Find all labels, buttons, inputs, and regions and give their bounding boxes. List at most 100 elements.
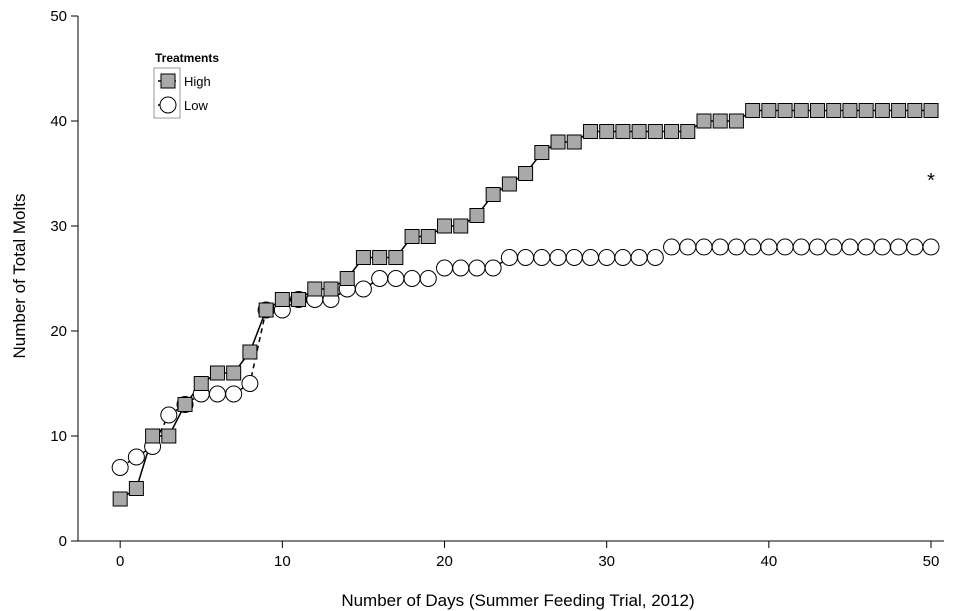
x-tick-label: 0: [116, 553, 124, 570]
legend-high-label: High: [184, 74, 211, 89]
low-point: [646, 249, 664, 266]
low-point: [760, 238, 778, 256]
y-tick-label: 0: [59, 533, 67, 550]
low-point: [111, 459, 129, 476]
high-point: [826, 103, 842, 118]
low-point: [127, 448, 145, 466]
x-axis-title: Number of Days (Summer Feeding Trial, 20…: [341, 591, 694, 610]
high-point: [501, 176, 517, 192]
high-point: [355, 250, 371, 265]
low-point: [452, 259, 470, 277]
y-tick-label: 50: [50, 8, 67, 25]
axes: 0 10 20 30 40 50 0 10 20 30 40 50: [50, 8, 944, 570]
low-point: [792, 238, 810, 256]
low-point: [565, 249, 583, 266]
high-point: [177, 397, 193, 412]
high-point: [339, 271, 355, 286]
low-point: [354, 280, 372, 298]
low-point: [809, 238, 827, 256]
high-point: [728, 113, 744, 129]
low-point: [857, 238, 875, 256]
low-point: [533, 249, 551, 266]
y-tick-label: 40: [50, 113, 67, 130]
x-tick-label: 20: [436, 553, 453, 570]
significance-asterisk: *: [927, 170, 935, 192]
high-point: [404, 229, 420, 244]
low-point: [630, 249, 648, 266]
high-point: [810, 103, 826, 118]
low-point: [371, 270, 389, 287]
series-line-low: [119, 246, 932, 469]
high-point: [582, 124, 598, 139]
x-tick-label: 30: [598, 553, 615, 570]
low-point: [663, 238, 681, 256]
low-point: [873, 238, 891, 256]
y-axis-title: Number of Total Molts: [10, 193, 29, 358]
high-point: [874, 103, 890, 118]
high-point: [647, 124, 663, 139]
high-point: [112, 491, 128, 507]
low-point: [727, 238, 745, 256]
high-point: [291, 292, 307, 307]
low-point: [922, 238, 940, 256]
high-point: [388, 250, 404, 265]
low-point: [241, 375, 259, 392]
low-point: [776, 238, 794, 256]
high-point: [226, 365, 242, 381]
legend-low-label: Low: [184, 98, 208, 113]
low-point: [225, 385, 243, 403]
low-point: [403, 270, 421, 287]
low-point: [468, 259, 486, 277]
low-point: [517, 249, 535, 266]
high-point: [680, 124, 696, 139]
high-point: [777, 103, 793, 118]
low-point: [906, 238, 924, 256]
legend-low-marker: [159, 96, 177, 114]
high-point: [453, 218, 469, 234]
low-point: [841, 238, 859, 256]
high-point: [696, 113, 712, 129]
low-point: [581, 249, 599, 266]
high-point: [858, 103, 874, 118]
low-point: [890, 238, 908, 256]
high-point: [128, 481, 144, 496]
y-tick-label: 20: [50, 323, 67, 340]
low-point: [500, 249, 518, 266]
high-point: [242, 344, 258, 360]
high-point: [307, 281, 323, 297]
high-point: [145, 428, 161, 444]
low-point: [695, 238, 713, 256]
high-point: [550, 134, 566, 150]
high-point: [258, 302, 274, 318]
legend-high-marker: [160, 73, 176, 89]
high-point: [437, 218, 453, 234]
high-point: [534, 145, 550, 160]
x-tick-label: 40: [761, 553, 778, 570]
high-point: [420, 229, 436, 244]
high-point: [615, 124, 631, 139]
low-point: [436, 259, 454, 277]
low-point: [711, 238, 729, 256]
y-tick-label: 30: [50, 218, 67, 235]
high-point: [793, 103, 809, 118]
legend-title: Treatments: [155, 51, 219, 65]
low-point: [484, 259, 502, 277]
x-tick-label: 50: [923, 553, 940, 570]
high-point: [566, 134, 582, 150]
high-point: [923, 103, 939, 118]
high-point: [274, 292, 290, 307]
low-point: [549, 249, 567, 266]
high-point: [631, 124, 647, 139]
high-point: [193, 376, 209, 391]
high-point: [761, 103, 777, 118]
low-point: [419, 270, 437, 287]
high-point: [712, 113, 728, 129]
low-point: [208, 385, 226, 403]
series-markers: [111, 103, 940, 507]
high-point: [372, 250, 388, 265]
high-point: [469, 208, 485, 223]
high-point: [161, 428, 177, 444]
high-point: [209, 365, 225, 381]
high-point: [485, 187, 501, 202]
